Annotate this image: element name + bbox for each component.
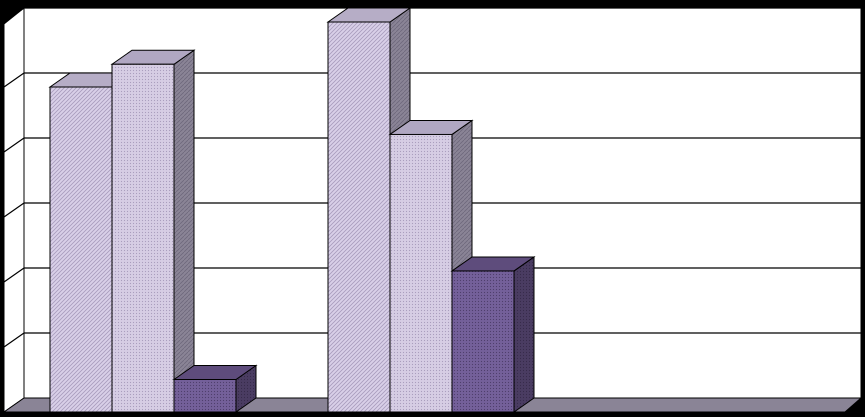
bars: [48, 7, 536, 413]
bar-front: [111, 63, 175, 413]
side-gridline-6: [3, 7, 25, 23]
bar-front: [173, 379, 237, 413]
bar-side: [173, 49, 195, 413]
side-gridline-3: [3, 202, 25, 218]
bar-side: [513, 255, 535, 413]
bar-front: [327, 21, 391, 413]
bar-series2-cat1: [110, 49, 196, 413]
side-gridline-2: [3, 267, 25, 283]
bar-front: [389, 133, 453, 413]
bar-series3-cat2: [450, 255, 536, 413]
bar-front: [49, 86, 113, 413]
side-gridline-1: [3, 332, 25, 348]
bar-series3-cat1: [172, 364, 258, 413]
bar-front: [451, 270, 515, 413]
side-gridline-4: [3, 137, 25, 153]
side-gridline-5: [3, 72, 25, 88]
